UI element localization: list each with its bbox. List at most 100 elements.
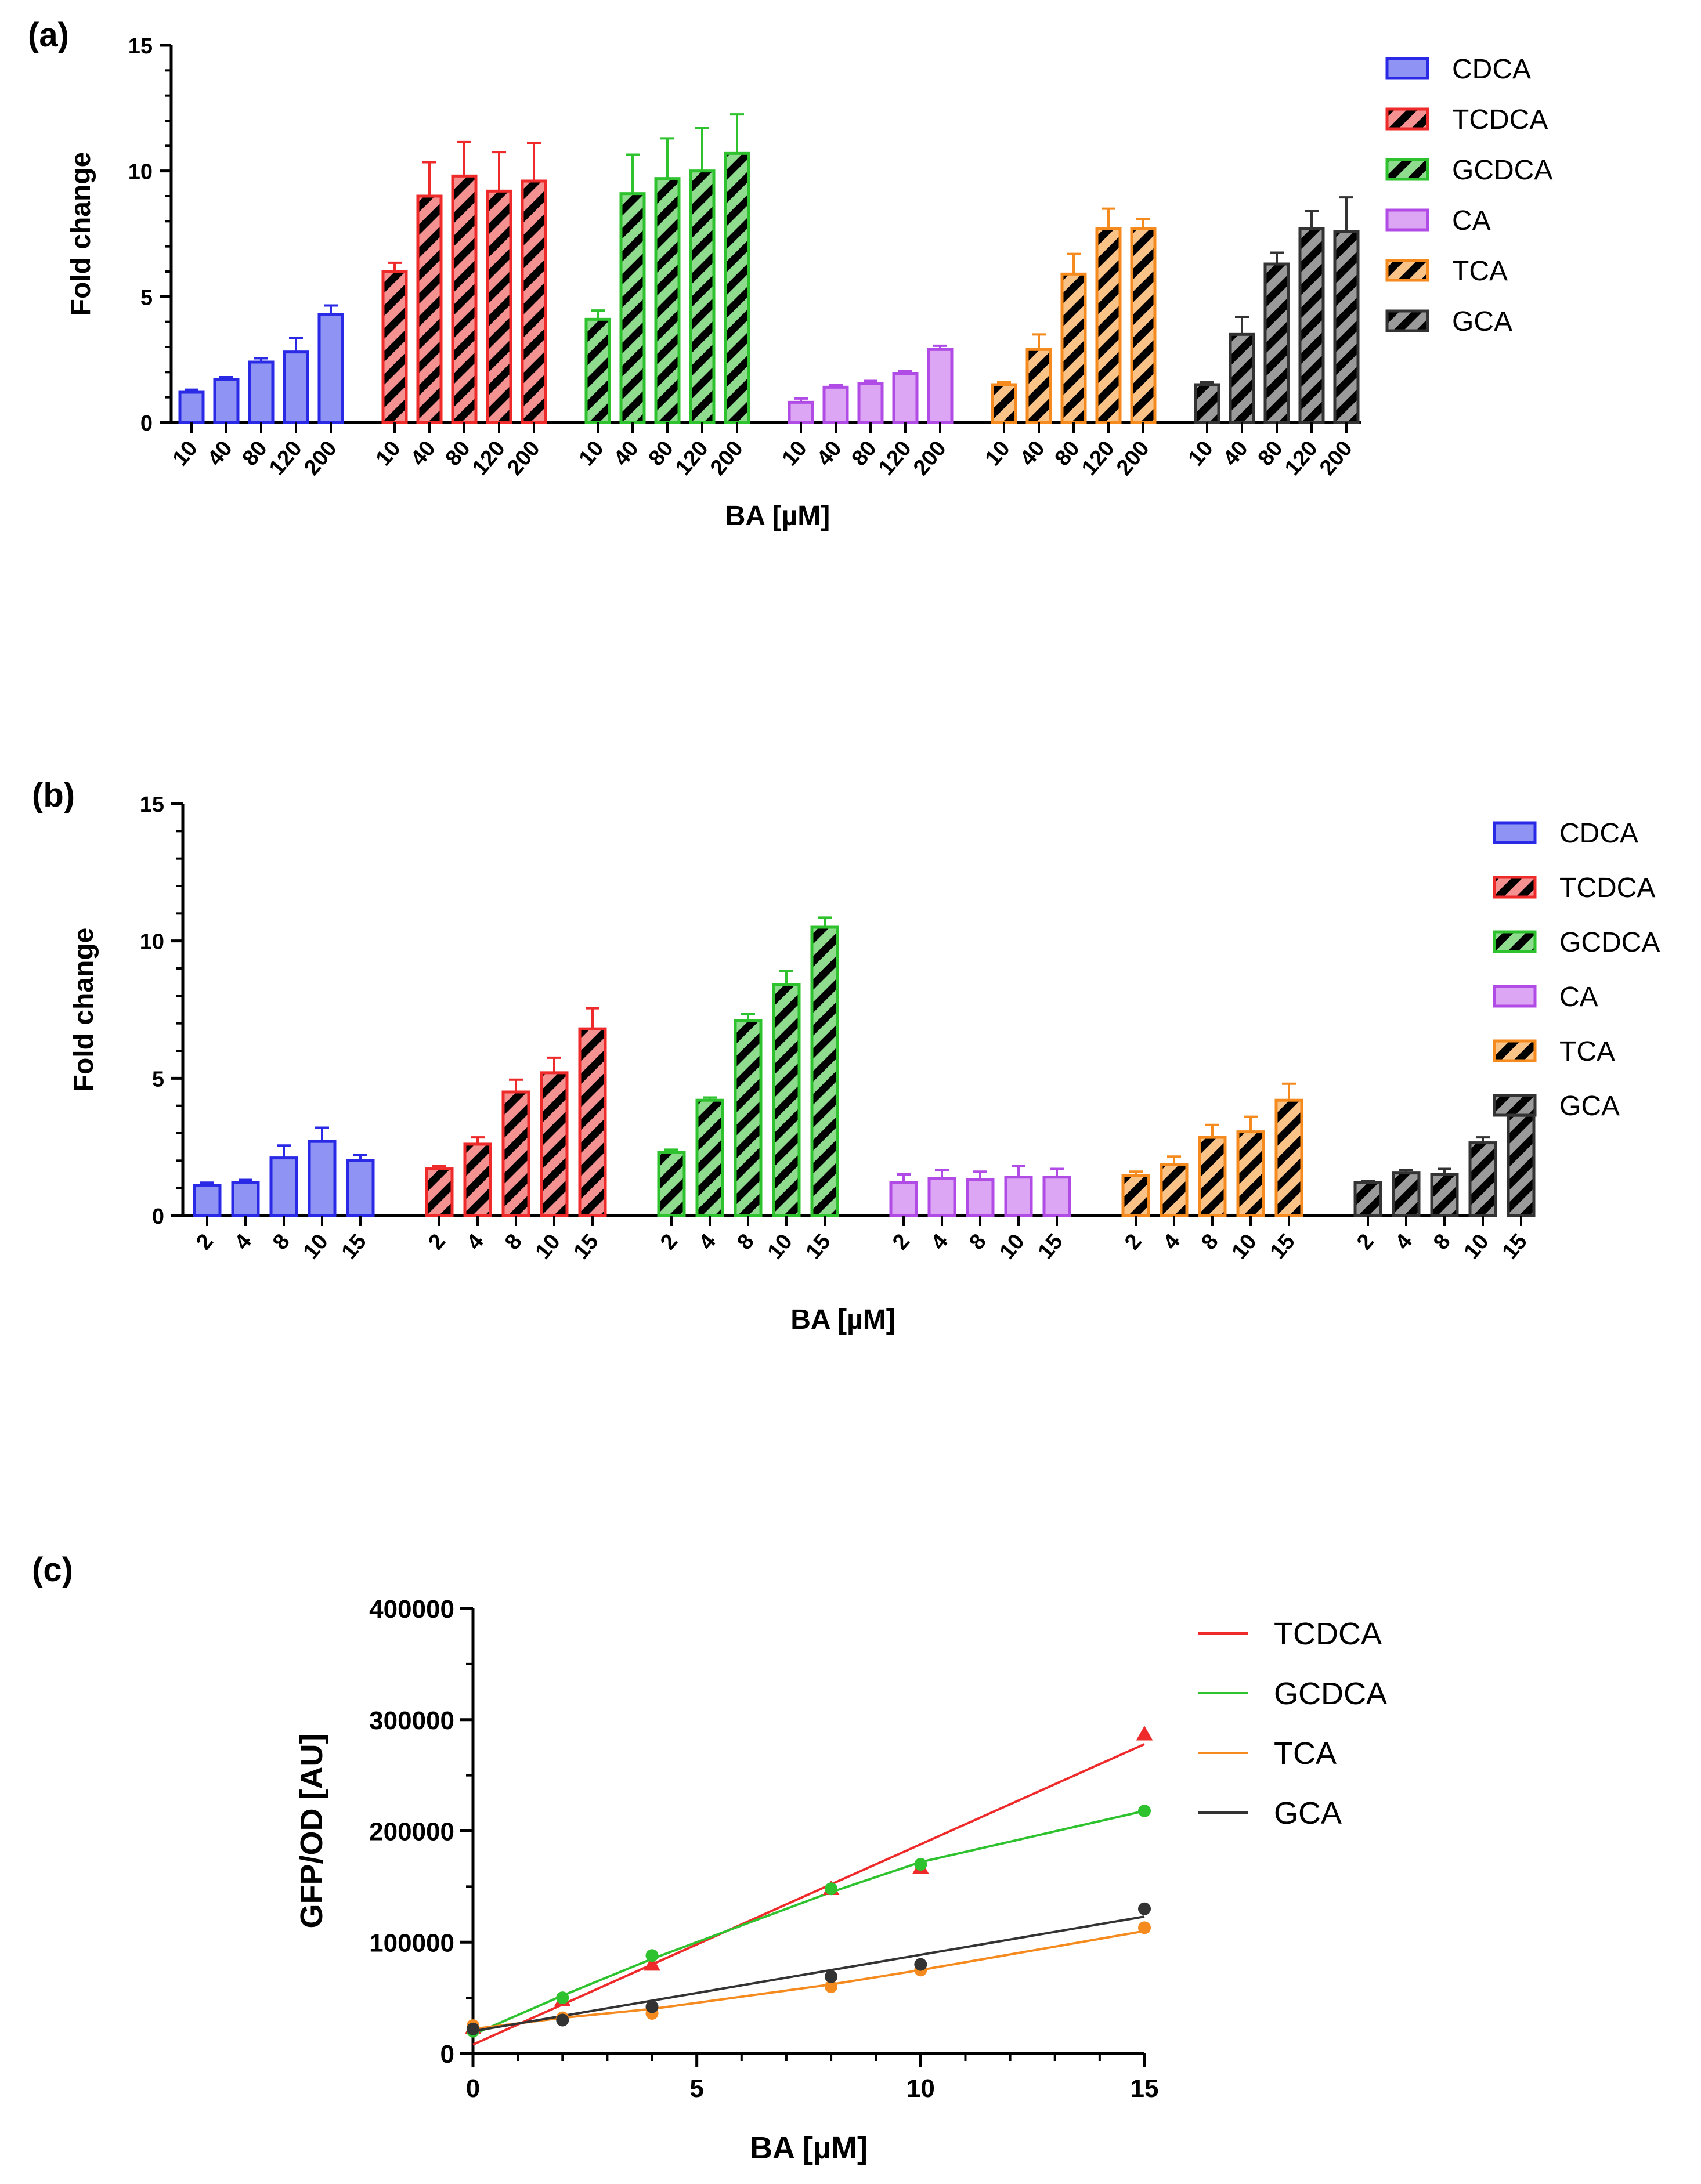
bar-hatch (1300, 229, 1323, 422)
legend-label-gcdca: GCDCA (1559, 927, 1660, 958)
x-tick-label: 120 (671, 436, 713, 480)
data-point-gca (556, 2013, 569, 2027)
data-point-gcdca (825, 1882, 838, 1896)
y-tick-label: 15 (128, 34, 153, 59)
bar-hatch (992, 385, 1016, 422)
y-tick-label: 5 (140, 285, 153, 310)
x-tick-label: 40 (406, 436, 440, 471)
x-tick-label: 40 (1016, 436, 1050, 471)
fit-line-gca (472, 1915, 1145, 2033)
x-tick-label: 4 (926, 1230, 953, 1254)
x-tick-label: 40 (1219, 436, 1253, 471)
x-tick-label: 120 (874, 436, 916, 480)
y-tick-label: 100000 (369, 1929, 454, 1957)
legend-swatch-hatch (1494, 1041, 1535, 1061)
legend-label-tca: TCA (1274, 1736, 1337, 1771)
bar-hatch (1200, 1137, 1225, 1216)
bar-hatch (735, 1020, 761, 1216)
bar-ca (789, 402, 812, 422)
x-tick-label: 2 (192, 1230, 218, 1254)
x-tick-label: 40 (609, 436, 644, 471)
bar-hatch (1097, 229, 1120, 422)
data-point-gcdca (556, 1991, 569, 2005)
panel-label: (b) (32, 776, 75, 814)
x-tick-label: 8 (732, 1230, 759, 1254)
legend-swatch-outline (1493, 876, 1537, 899)
bar-cdca (180, 392, 203, 422)
x-tick-label: 40 (812, 436, 847, 471)
data-point-tca (825, 1980, 838, 1993)
x-tick-label: 4 (230, 1230, 257, 1254)
bar-ca (859, 383, 882, 422)
legend-swatch-outline (1493, 1039, 1537, 1062)
legend-swatch-cdca (1494, 823, 1535, 842)
x-tick-label: 5 (689, 2074, 703, 2103)
legend-swatch-outline (1493, 930, 1537, 953)
bar-hatch (1238, 1131, 1263, 1216)
x-tick-label: 15 (337, 1230, 371, 1264)
x-tick-label: 10 (299, 1230, 333, 1264)
x-tick-label: 10 (907, 2074, 935, 2103)
bar-cdca (319, 314, 342, 422)
legend-swatch-hatch (1387, 160, 1428, 179)
legend-swatch-outline (1385, 107, 1429, 131)
bar-ca (967, 1180, 993, 1216)
bar-hatch (383, 272, 406, 422)
legend-swatch-outline (1385, 309, 1429, 332)
bar-hatch (487, 191, 511, 422)
fit-line-tca (472, 1930, 1145, 2030)
bar-cdca (233, 1183, 258, 1216)
bar-cdca (250, 362, 273, 422)
x-tick-label: 2 (1352, 1230, 1379, 1254)
x-tick-label: 10 (778, 436, 812, 471)
y-tick-label: 10 (128, 160, 153, 185)
legend-label-cdca: CDCA (1452, 54, 1531, 85)
x-tick-label: 2 (424, 1230, 450, 1254)
x-axis-title: BA [µM] (790, 1304, 895, 1335)
x-tick-label: 4 (694, 1230, 721, 1254)
legend-swatch-outline (1493, 985, 1537, 1008)
x-tick-label: 4 (1158, 1230, 1185, 1254)
bar-hatch (1161, 1165, 1187, 1216)
bar-hatch (1196, 385, 1219, 422)
bar-hatch (656, 178, 679, 422)
x-tick-label: 4 (1391, 1230, 1417, 1254)
bar-hatch (522, 181, 546, 422)
data-point-gca (914, 1958, 927, 1971)
x-tick-label: 2 (1120, 1230, 1147, 1254)
legend-swatch-outline (1493, 821, 1537, 844)
panel-label: (c) (32, 1551, 73, 1589)
bar-hatch (1508, 1115, 1534, 1216)
x-tick-label: 40 (203, 436, 237, 471)
x-tick-label: 2 (656, 1230, 682, 1254)
legend-swatch-outline (1385, 259, 1429, 282)
x-axis-title: BA [µM] (725, 501, 830, 531)
legend-swatch-hatch (1387, 109, 1428, 129)
x-tick-label: 10 (763, 1230, 797, 1264)
x-tick-label: 10 (575, 436, 609, 471)
data-point-gcdca (645, 1949, 659, 1962)
x-tick-label: 0 (466, 2074, 480, 2103)
bar-hatch (1062, 274, 1085, 422)
legend-swatch-hatch (1387, 311, 1428, 331)
x-tick-label: 15 (1498, 1230, 1532, 1264)
x-tick-label: 120 (468, 436, 510, 480)
data-point-tcdca (644, 1956, 660, 1971)
legend-label-gca: GCA (1452, 306, 1512, 337)
x-tick-label: 15 (1266, 1230, 1300, 1264)
bar-hatch (697, 1100, 723, 1216)
data-point-gca (467, 2022, 479, 2035)
bar-hatch (1123, 1176, 1149, 1216)
legend-swatch-cdca (1387, 59, 1428, 78)
x-tick-label: 10 (1227, 1230, 1262, 1264)
x-tick-label: 15 (1131, 2074, 1159, 2103)
bar-hatch (812, 927, 837, 1216)
legend-swatch-hatch (1494, 1095, 1535, 1115)
x-tick-label: 10 (981, 436, 1015, 471)
bar-cdca (309, 1141, 335, 1216)
x-tick-label: 120 (265, 436, 307, 480)
legend-swatch-ca (1494, 986, 1535, 1006)
fit-line-gcdca (472, 1810, 1145, 2036)
